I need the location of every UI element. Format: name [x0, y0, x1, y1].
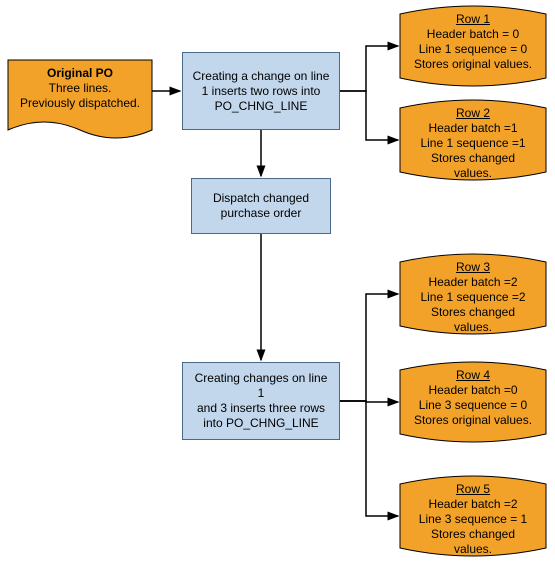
process-create-change-line1: Creating a change on line 1 inserts two … [182, 52, 340, 130]
row4-title: Row 4 [400, 368, 546, 383]
original-po-text: Original PO Three lines. Previously disp… [8, 66, 152, 111]
original-po-line2: Previously dispatched. [8, 96, 152, 111]
row5-title: Row 5 [400, 482, 546, 497]
flowchart-stage: { "colors": { "process_fill": "#c2d6ec",… [0, 0, 555, 577]
original-po-line1: Three lines. [8, 81, 152, 96]
row3-text: Row 3 Header batch =2 Line 1 sequence =2… [400, 260, 546, 335]
original-po-title: Original PO [8, 66, 152, 81]
process-dispatch-changed-po: Dispatch changed purchase order [191, 178, 331, 234]
row5-text: Row 5 Header batch =2 Line 3 sequence = … [400, 482, 546, 557]
row3-title: Row 3 [400, 260, 546, 275]
row2-title: Row 2 [400, 106, 546, 121]
row1-title: Row 1 [400, 12, 546, 27]
row1-text: Row 1 Header batch = 0 Line 1 sequence =… [400, 12, 546, 72]
process-create-changes-line1-3: Creating changes on line 1 and 3 inserts… [182, 362, 340, 440]
row2-text: Row 2 Header batch =1 Line 1 sequence =1… [400, 106, 546, 181]
row4-text: Row 4 Header batch =0 Line 3 sequence = … [400, 368, 546, 428]
